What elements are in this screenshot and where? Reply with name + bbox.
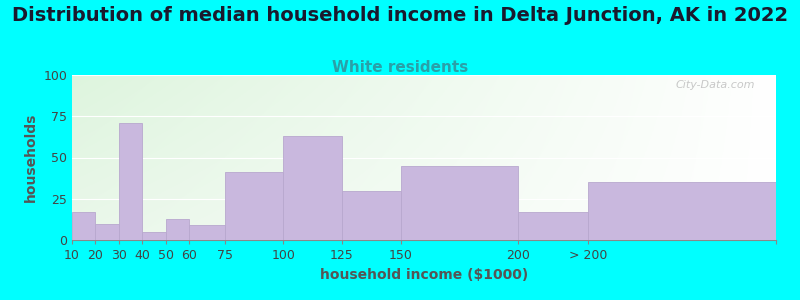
Text: Distribution of median household income in Delta Junction, AK in 2022: Distribution of median household income … — [12, 6, 788, 25]
Bar — [518, 212, 588, 240]
Bar — [401, 166, 518, 240]
Bar — [225, 172, 283, 240]
Text: White residents: White residents — [332, 60, 468, 75]
Bar — [119, 123, 142, 240]
Bar — [142, 232, 166, 240]
Text: City-Data.com: City-Data.com — [675, 80, 755, 90]
Bar — [95, 224, 119, 240]
Bar — [72, 212, 95, 240]
Bar — [190, 225, 225, 240]
Bar — [342, 190, 401, 240]
Bar — [283, 136, 342, 240]
Bar — [588, 182, 776, 240]
X-axis label: household income ($1000): household income ($1000) — [320, 268, 528, 282]
Y-axis label: households: households — [24, 113, 38, 202]
Bar — [166, 218, 190, 240]
